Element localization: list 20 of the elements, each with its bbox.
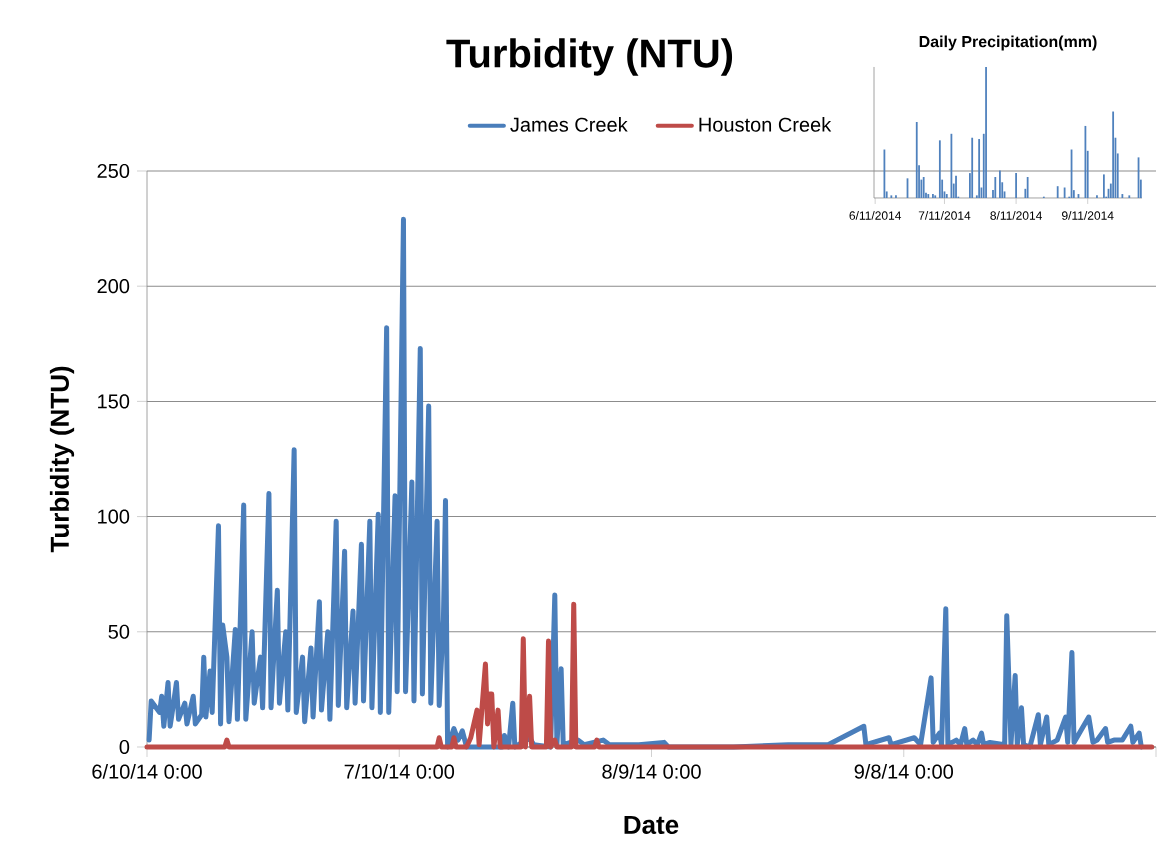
x-tick-label: 8/9/14 0:00: [602, 764, 701, 779]
legend-label: Houston Creek: [699, 117, 832, 132]
x-tick-label: 9/8/14 0:00: [854, 764, 953, 779]
y-tick-label: 0: [119, 739, 130, 755]
y-tick-label: 50: [108, 624, 130, 639]
chart-title: Daily Precipitation(mm): [919, 35, 1097, 51]
x-tick-label: 6/11/2014: [849, 211, 902, 220]
x-axis-title: Date: [624, 815, 679, 835]
x-tick-label: 7/10/14 0:00: [344, 764, 455, 779]
x-tick-label: 9/11/2014: [1062, 211, 1114, 220]
y-tick-label: 250: [97, 163, 130, 179]
x-tick-label: 6/10/14 0:00: [92, 764, 202, 779]
legend-label: James Creek: [510, 117, 628, 132]
y-axis-title: Turbidity (NTU): [49, 366, 75, 553]
y-tick-label: 200: [97, 279, 130, 294]
y-tick-label: 150: [98, 394, 130, 409]
chart-title: Turbidity (NTU): [446, 38, 733, 76]
x-tick-label: 7/11/2014: [918, 211, 971, 220]
y-tick-label: 100: [98, 509, 130, 524]
x-tick-label: 8/11/2014: [990, 211, 1042, 220]
